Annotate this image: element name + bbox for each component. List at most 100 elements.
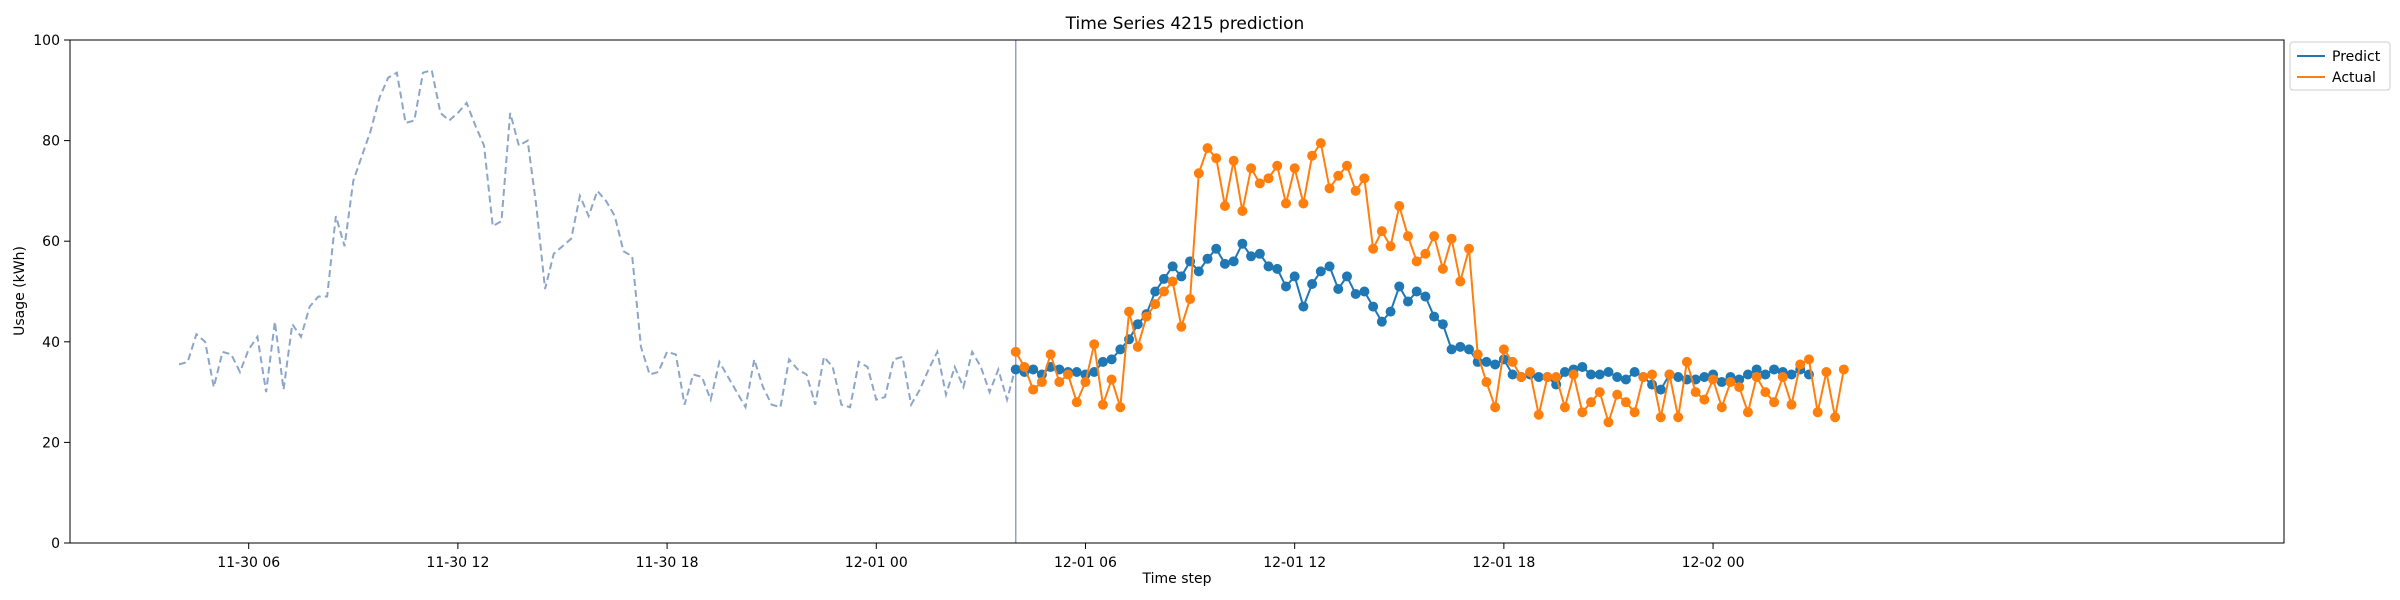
predict-point [1603,366,1614,377]
x-tick-label: 12-01 12 [1263,555,1326,571]
predict-point [1446,344,1457,355]
actual-point [1664,369,1675,380]
predict-point [1760,369,1771,380]
chart-title: Time Series 4215 prediction [1065,14,1305,34]
predict-point [1263,261,1274,272]
actual-point [1150,299,1161,310]
actual-point [1089,339,1100,350]
predict-point [1298,301,1309,312]
predict-point [1132,319,1143,330]
actual-point [1742,407,1753,418]
actual-point [1803,354,1814,365]
predict-point [1742,369,1753,380]
actual-point [1080,377,1091,388]
predict-point [1490,359,1501,370]
actual-point [1681,356,1692,367]
predict-point [1629,366,1640,377]
actual-point [1777,372,1788,383]
predict-point [1699,372,1710,383]
predict-point [1237,238,1248,249]
y-tick-label: 100 [33,33,60,49]
predict-point [1254,248,1265,259]
x-tick-label: 12-01 00 [845,555,908,571]
actual-point [1010,346,1021,357]
actual-point [1298,198,1309,209]
predict-point [1577,361,1588,372]
predict-point [1150,286,1161,297]
y-tick-label: 80 [42,134,60,150]
actual-point [1237,206,1248,217]
predict-point [1559,366,1570,377]
predict-point [1219,258,1230,269]
actual-point [1272,160,1283,171]
predict-point [1481,356,1492,367]
actual-point [1586,397,1597,408]
actual-point [1307,150,1318,161]
actual-point [1350,185,1361,196]
predict-point [1734,374,1745,385]
actual-point [1629,407,1640,418]
predict-point [1324,261,1335,272]
actual-point [1786,399,1797,410]
actual-point [1655,412,1666,423]
actual-point [1324,183,1335,194]
actual-point [1219,200,1230,211]
actual-point [1063,369,1074,380]
predict-point [1786,369,1797,380]
predict-point [1097,356,1108,367]
actual-point [1211,153,1222,164]
actual-point [1394,200,1405,211]
actual-point [1760,387,1771,398]
actual-point [1071,397,1082,408]
actual-point [1690,387,1701,398]
actual-point [1455,276,1466,287]
actual-point [1612,389,1623,400]
predict-point [1612,372,1623,383]
predict-point [1089,366,1100,377]
actual-point [1402,231,1413,242]
predict-point [1411,286,1422,297]
predict-line [1015,241,1810,391]
predict-point [1359,286,1370,297]
actual-point [1246,163,1257,174]
actual-point [1437,263,1448,274]
x-axis: 11-30 06 11-30 12 11-30 18 12-01 00 12-01 06… [217,543,1745,571]
predict-point [1673,372,1684,383]
y-axis: 0 20 40 60 80 100 [33,33,70,552]
actual-point [1568,369,1579,380]
predict-point [1333,283,1344,294]
actual-point [1228,155,1239,166]
predict-point [1620,374,1631,385]
actual-point [1638,372,1649,383]
actual-point [1472,349,1483,360]
history-line [178,68,1017,411]
predict-point [1429,311,1440,322]
actual-point [1751,372,1762,383]
y-tick-label: 20 [42,435,60,451]
predict-point [1028,364,1039,375]
actual-point [1542,372,1553,383]
predict-point [1307,278,1318,289]
actual-point [1498,344,1509,355]
actual-point [1132,341,1143,352]
actual-point [1376,226,1387,237]
predict-point [1455,341,1466,352]
actual-point [1464,243,1474,254]
predict-point [1071,366,1082,377]
actual-point [1280,198,1291,209]
actual-point [1699,394,1710,405]
actual-point [1708,374,1719,385]
actual-point [1254,178,1265,189]
actual-point [1559,402,1570,413]
predict-point [1280,281,1291,292]
actual-point [1795,359,1806,370]
actual-point [1333,170,1344,181]
actual-point [1577,407,1588,418]
x-axis-title: Time step [1142,571,1212,587]
predict-point [1385,306,1396,317]
predict-point [1167,261,1178,272]
actual-point [1045,349,1056,360]
actual-point [1838,364,1849,375]
actual-point [1176,321,1187,332]
predict-point [1115,344,1126,355]
